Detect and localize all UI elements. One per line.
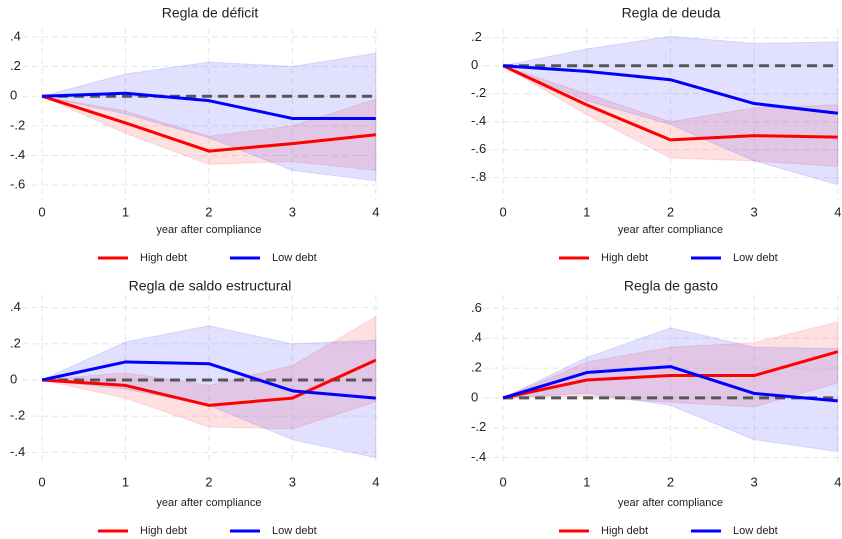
x-axis-label: year after compliance bbox=[156, 497, 261, 509]
x-tick-label: 2 bbox=[667, 204, 674, 219]
x-tick-label: 0 bbox=[499, 474, 506, 489]
panel: Regla de gasto .6 .4 .2 0 -.2 -.4 0 1 2 3 4 year aft… bbox=[471, 278, 842, 537]
x-tick-label: 4 bbox=[372, 204, 379, 219]
panel: Regla de deuda .2 0 -.2 -.4 -.6 -.8 0 1 2 3 4 year a… bbox=[471, 5, 842, 264]
panel-title: Regla de gasto bbox=[624, 278, 718, 294]
legend-label: Low debt bbox=[272, 252, 317, 264]
y-tick-label: .4 bbox=[10, 28, 21, 43]
x-tick-label: 3 bbox=[751, 474, 758, 489]
panel-title: Regla de déficit bbox=[162, 5, 259, 21]
y-tick-label: -.2 bbox=[10, 408, 25, 423]
legend-label: High debt bbox=[601, 252, 648, 264]
x-tick-label: 3 bbox=[289, 204, 296, 219]
x-tick-label: 0 bbox=[499, 204, 506, 219]
y-tick-label: -.8 bbox=[471, 169, 486, 184]
series-line bbox=[502, 365, 838, 403]
panel-title: Regla de deuda bbox=[622, 5, 721, 21]
legend-label: Low debt bbox=[733, 525, 778, 537]
x-tick-label: 2 bbox=[205, 204, 212, 219]
y-tick-label: -.2 bbox=[471, 419, 486, 434]
legend-label: High debt bbox=[140, 525, 187, 537]
panel: Regla de déficit .4 .2 0 -.2 -.4 -.6 0 1 2 3 4 year … bbox=[10, 5, 380, 264]
y-tick-label: .2 bbox=[10, 335, 21, 350]
series-line bbox=[41, 91, 376, 120]
y-tick-label: 0 bbox=[471, 389, 478, 404]
x-tick-label: 2 bbox=[205, 474, 212, 489]
y-tick-label: -.2 bbox=[10, 117, 25, 132]
y-tick-label: .6 bbox=[471, 300, 482, 315]
series-line bbox=[502, 64, 838, 142]
confidence-band bbox=[40, 325, 377, 459]
legend-label: Low debt bbox=[272, 525, 317, 537]
y-tick-label: 0 bbox=[10, 371, 17, 386]
x-tick-label: 1 bbox=[122, 204, 129, 219]
x-tick-label: 4 bbox=[834, 204, 841, 219]
x-tick-label: 1 bbox=[583, 474, 590, 489]
y-tick-label: -.6 bbox=[471, 141, 486, 156]
y-tick-label: .2 bbox=[10, 58, 21, 73]
series-line bbox=[41, 360, 376, 400]
y-tick-label: 0 bbox=[471, 57, 478, 72]
x-tick-label: 0 bbox=[38, 204, 45, 219]
y-tick-label: .4 bbox=[10, 299, 21, 314]
y-tick-label: .2 bbox=[471, 29, 482, 44]
y-tick-label: -.4 bbox=[471, 113, 486, 128]
x-tick-label: 2 bbox=[667, 474, 674, 489]
y-tick-label: -.4 bbox=[10, 147, 25, 162]
x-axis-label: year after compliance bbox=[618, 497, 723, 509]
y-tick-label: -.6 bbox=[10, 177, 25, 192]
series-line bbox=[502, 350, 839, 400]
x-tick-label: 4 bbox=[834, 474, 841, 489]
x-tick-label: 3 bbox=[751, 204, 758, 219]
confidence-band bbox=[41, 315, 377, 430]
x-tick-label: 3 bbox=[289, 474, 296, 489]
series-line bbox=[41, 94, 376, 153]
x-tick-label: 1 bbox=[122, 474, 129, 489]
legend-label: High debt bbox=[140, 252, 187, 264]
series-line bbox=[502, 64, 838, 115]
x-tick-label: 4 bbox=[372, 474, 379, 489]
y-tick-label: -.4 bbox=[471, 449, 486, 464]
y-tick-label: -.2 bbox=[471, 85, 486, 100]
legend-label: Low debt bbox=[733, 252, 778, 264]
legend-label: High debt bbox=[601, 525, 648, 537]
x-axis-label: year after compliance bbox=[618, 224, 723, 236]
panel-title: Regla de saldo estructural bbox=[129, 278, 292, 294]
y-tick-label: -.4 bbox=[10, 444, 25, 459]
x-axis-label: year after compliance bbox=[156, 224, 261, 236]
y-tick-label: 0 bbox=[10, 88, 17, 103]
y-tick-label: .4 bbox=[471, 330, 482, 345]
x-tick-label: 1 bbox=[583, 204, 590, 219]
panel: Regla de saldo estructural .4 .2 0 -.2 -.4 0 1 2… bbox=[10, 278, 380, 537]
y-tick-label: .2 bbox=[471, 360, 482, 375]
series-line bbox=[41, 358, 377, 407]
x-tick-label: 0 bbox=[38, 474, 45, 489]
